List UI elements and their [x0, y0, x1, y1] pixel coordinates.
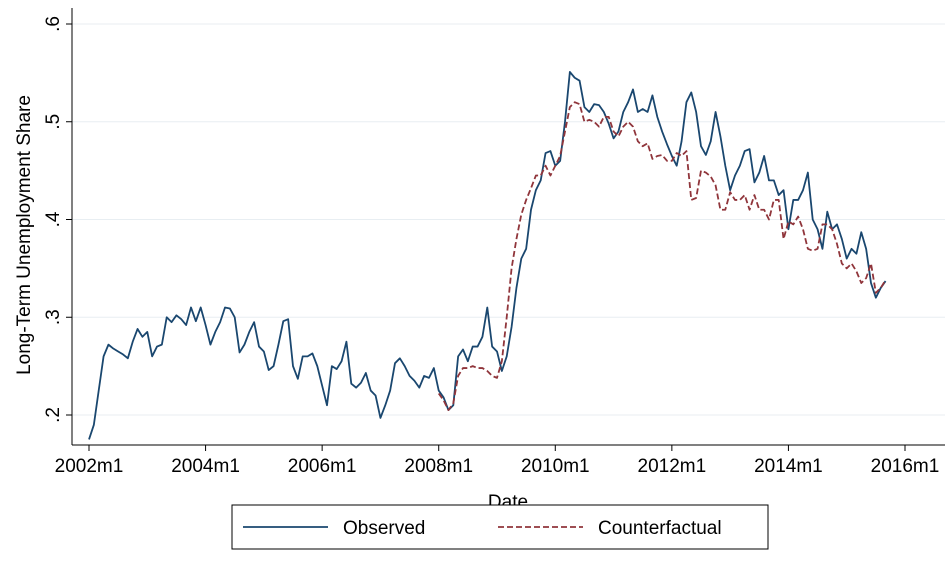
y-tick-label: .2 [43, 407, 64, 423]
x-tick-label: 2008m1 [404, 456, 473, 477]
legend-label: Counterfactual [598, 518, 722, 539]
y-tick-label: .5 [43, 114, 64, 130]
x-tick-label: 2016m1 [871, 456, 940, 477]
y-tick-label: .6 [43, 16, 64, 32]
x-tick-label: 2006m1 [288, 456, 357, 477]
x-tick-label: 2014m1 [754, 456, 823, 477]
series-line [437, 101, 887, 412]
x-tick-label: 2012m1 [638, 456, 707, 477]
y-tick-label: .4 [43, 211, 64, 227]
x-tick-label: 2004m1 [171, 456, 240, 477]
y-axis-title: Long-Term Unemployment Share [14, 95, 35, 375]
x-tick-label: 2002m1 [55, 456, 124, 477]
legend-label: Observed [343, 518, 425, 539]
y-tick-label: .3 [43, 309, 64, 325]
series-line [88, 71, 887, 440]
x-tick-label: 2010m1 [521, 456, 590, 477]
